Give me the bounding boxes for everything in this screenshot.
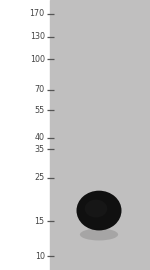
Ellipse shape (76, 191, 122, 231)
Text: 70: 70 (34, 85, 45, 94)
Text: 10: 10 (35, 252, 45, 261)
Text: 35: 35 (34, 144, 45, 154)
Text: 130: 130 (30, 32, 45, 41)
Bar (50, 0, 150, 270)
Text: 40: 40 (35, 133, 45, 142)
Text: 15: 15 (34, 217, 45, 226)
Ellipse shape (80, 228, 118, 241)
Text: 170: 170 (30, 9, 45, 18)
Text: 25: 25 (34, 173, 45, 182)
Ellipse shape (85, 200, 107, 218)
Text: 100: 100 (30, 55, 45, 64)
Text: 55: 55 (34, 106, 45, 115)
